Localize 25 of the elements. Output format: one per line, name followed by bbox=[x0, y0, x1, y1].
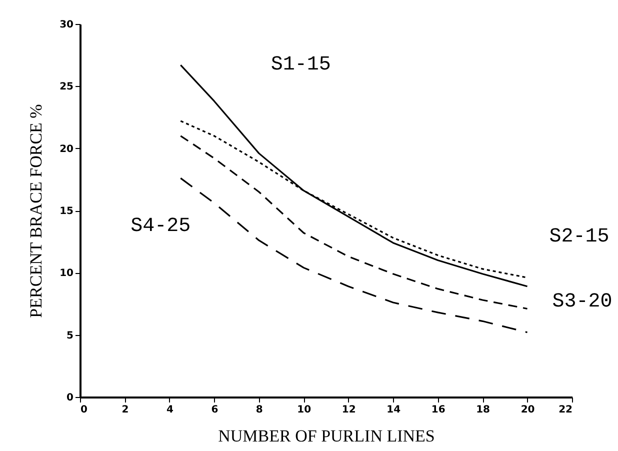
x-tick-label: 8 bbox=[256, 404, 263, 416]
y-tick-label: 30 bbox=[60, 20, 74, 30]
series-label: S3-20 bbox=[552, 290, 612, 314]
x-tick-label: 4 bbox=[166, 404, 174, 416]
x-tick-label: 0 bbox=[80, 404, 88, 416]
x-tick-label: 22 bbox=[558, 404, 573, 416]
x-tick-label: 20 bbox=[520, 404, 535, 416]
y-tick-label: 5 bbox=[66, 330, 74, 342]
x-tick-label: 12 bbox=[342, 404, 356, 416]
x-axis-title: NUMBER OF PURLIN LINES bbox=[218, 426, 435, 446]
y-tick-label: 25 bbox=[60, 82, 74, 93]
series-label: S2-15 bbox=[549, 226, 610, 249]
x-tick-label: 10 bbox=[297, 404, 312, 416]
x-tick-label: 16 bbox=[431, 404, 446, 416]
x-tick-label: 14 bbox=[386, 404, 401, 416]
y-tick-label: 20 bbox=[60, 144, 74, 155]
x-tick-label: 6 bbox=[211, 404, 218, 416]
x-tick-label: 2 bbox=[122, 404, 129, 416]
text: S1-15 bbox=[270, 53, 331, 76]
y-tick-label: 0 bbox=[66, 392, 74, 404]
y-tick-label: 10 bbox=[60, 268, 74, 280]
y-tick-label: 15 bbox=[60, 206, 74, 217]
y-axis-title: PERCENT BRACE FORCE % bbox=[26, 104, 46, 318]
x-tick-label: 18 bbox=[476, 404, 490, 416]
series-label: S4-25 bbox=[130, 215, 191, 238]
